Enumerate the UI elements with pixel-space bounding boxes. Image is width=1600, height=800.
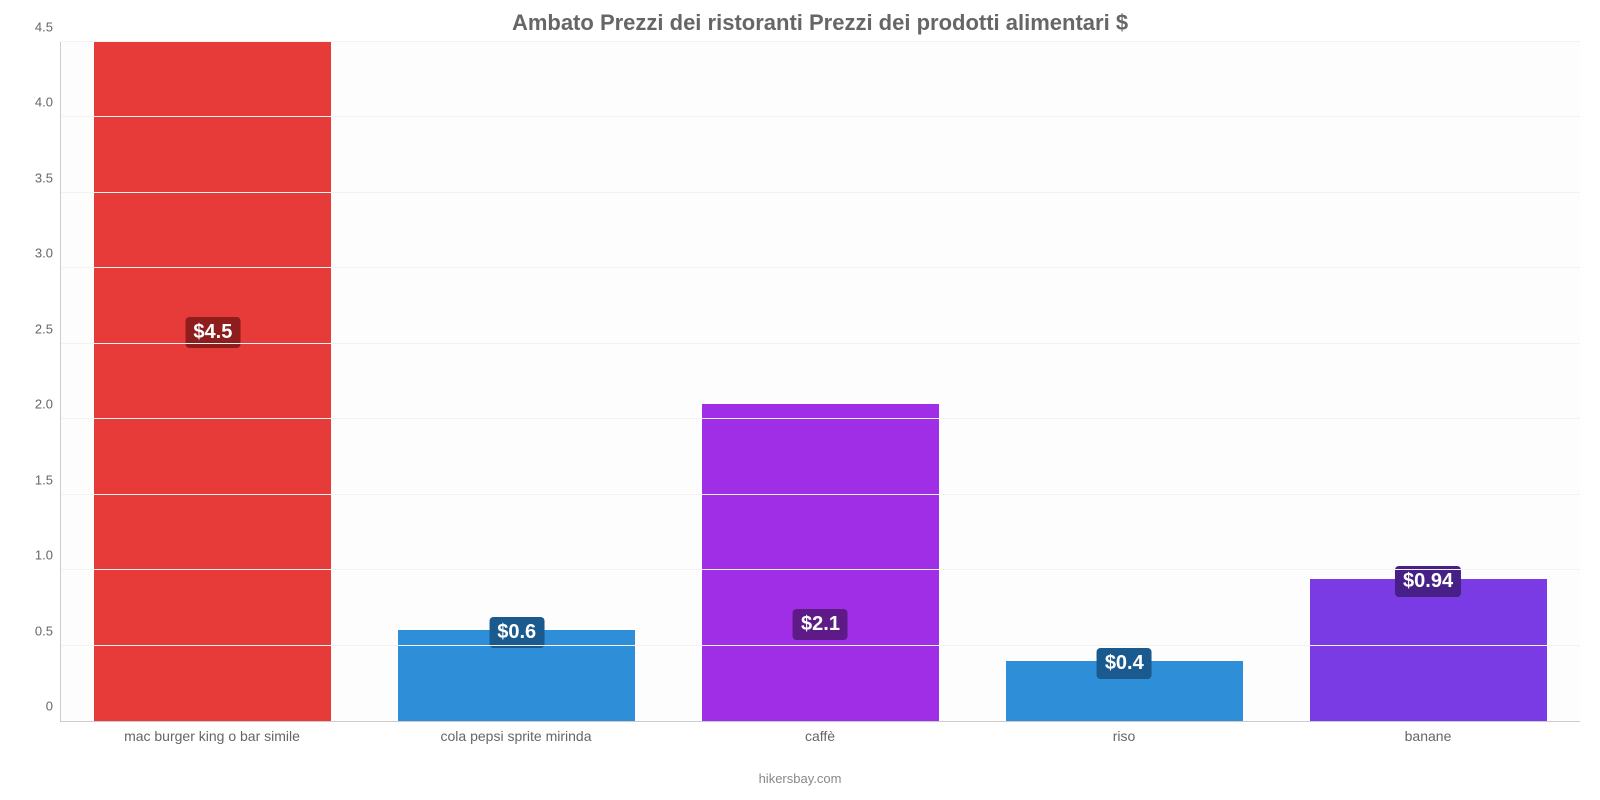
grid-line — [61, 343, 1580, 344]
bar: $0.4 — [1006, 661, 1243, 721]
x-axis-label: banane — [1276, 728, 1580, 744]
x-axis-labels: mac burger king o bar similecola pepsi s… — [60, 728, 1580, 744]
bars-container: $4.5$0.6 $2.1 $0.4 $0.94 — [61, 42, 1580, 721]
plot-area: $4.5$0.6$2.1$0.4$0.94 00.51.01.52.02.53.… — [60, 42, 1580, 722]
grid-line — [61, 418, 1580, 419]
x-axis-label: cola pepsi sprite mirinda — [364, 728, 668, 744]
grid-line — [61, 645, 1580, 646]
bar: $0.94 — [1310, 579, 1547, 721]
y-tick-label: 0 — [46, 699, 61, 714]
grid-line — [61, 569, 1580, 570]
y-tick-label: 1.5 — [35, 472, 61, 487]
chart-title: Ambato Prezzi dei ristoranti Prezzi dei … — [60, 10, 1580, 36]
value-badge: $0.4 — [1097, 648, 1152, 679]
bar-slot: $2.1 — [669, 42, 973, 721]
value-badge: $0.94 — [1395, 566, 1461, 597]
bar-slot: $0.94 — [1276, 42, 1580, 721]
x-axis-label: caffè — [668, 728, 972, 744]
y-tick-label: 3.5 — [35, 170, 61, 185]
bar: $2.1 — [702, 404, 939, 721]
y-tick-label: 0.5 — [35, 623, 61, 638]
y-tick-label: 2.5 — [35, 321, 61, 336]
y-tick-label: 4.5 — [35, 20, 61, 35]
y-tick-label: 3.0 — [35, 246, 61, 261]
chart-footer: hikersbay.com — [0, 771, 1600, 786]
bar-slot: $4.5 — [61, 42, 365, 721]
x-axis-label: riso — [972, 728, 1276, 744]
bar-slot: $0.4 — [972, 42, 1276, 721]
grid-line — [61, 116, 1580, 117]
x-axis-label: mac burger king o bar simile — [60, 728, 364, 744]
grid-line — [61, 494, 1580, 495]
bar-slot: $0.6 — [365, 42, 669, 721]
grid-line — [61, 192, 1580, 193]
y-tick-label: 4.0 — [35, 95, 61, 110]
grid-line — [61, 41, 1580, 42]
value-badge: $2.1 — [793, 609, 848, 640]
bar: $4.5 — [94, 42, 331, 721]
y-tick-label: 1.0 — [35, 548, 61, 563]
price-bar-chart: Ambato Prezzi dei ristoranti Prezzi dei … — [0, 0, 1600, 800]
y-tick-label: 2.0 — [35, 397, 61, 412]
grid-line — [61, 267, 1580, 268]
